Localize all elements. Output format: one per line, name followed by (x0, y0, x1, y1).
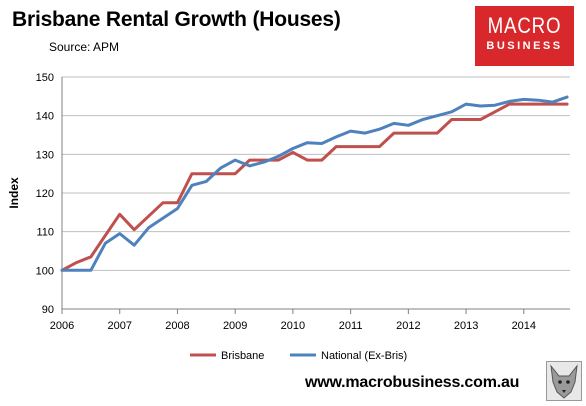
source-label: Source: APM (49, 40, 120, 54)
footer-website: www.macrobusiness.com.au (305, 374, 520, 391)
x-tick-label: 2011 (339, 320, 363, 332)
x-tick-label: 2006 (50, 320, 74, 332)
series-line-national-ex-bris (60, 95, 569, 272)
x-tick-label: 2007 (107, 320, 131, 332)
page-title: Brisbane Rental Growth (Houses) (12, 8, 341, 31)
y-tick-label: 150 (36, 72, 54, 84)
x-tick-label: 2009 (223, 320, 247, 332)
legend-label: National (Ex-Bris) (321, 350, 407, 362)
x-tick-label: 2008 (165, 320, 189, 332)
series-line-brisbane (60, 102, 569, 272)
y-tick-label: 140 (36, 111, 54, 123)
y-axis-title: Index (7, 177, 21, 209)
y-tick-label: 130 (36, 149, 54, 161)
macrobusiness-logo: MACRO BUSINESS (475, 6, 574, 66)
y-tick-label: 120 (36, 188, 54, 200)
y-tick-label: 100 (36, 265, 54, 277)
x-tick-label: 2014 (512, 320, 536, 332)
y-tick-label: 110 (36, 227, 54, 239)
legend-label: Brisbane (221, 350, 264, 362)
x-tick-label: 2012 (396, 320, 420, 332)
logo-line-business: BUSINESS (486, 40, 563, 52)
x-tick-label: 2010 (281, 320, 305, 332)
y-tick-label: 90 (42, 304, 54, 316)
logo-line-macro: MACRO (487, 13, 562, 38)
wolf-logo-icon (546, 361, 582, 401)
x-tick-label: 2013 (454, 320, 478, 332)
